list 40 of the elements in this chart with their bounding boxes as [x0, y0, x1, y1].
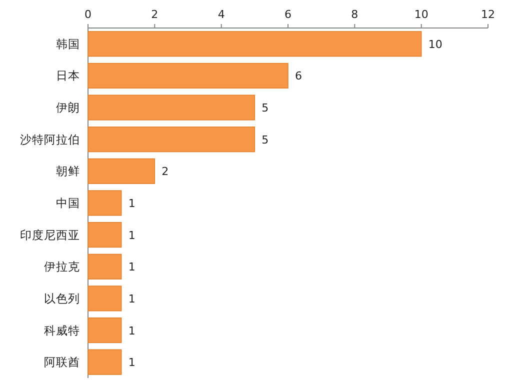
x-tick-label: 6: [284, 8, 292, 21]
bar: [88, 126, 256, 152]
x-tick-label: 2: [151, 8, 158, 21]
x-tick-label: 12: [481, 8, 495, 21]
y-tick-label: 沙特阿拉伯: [20, 132, 80, 146]
data-label: 1: [128, 260, 136, 274]
bar: [88, 286, 122, 312]
x-tick-label: 0: [84, 8, 92, 21]
bar: [88, 190, 122, 216]
data-label: 1: [128, 197, 136, 210]
x-tick-label: 4: [218, 8, 225, 21]
x-tick-label: 8: [351, 8, 358, 21]
bar: [88, 158, 156, 184]
data-label: 1: [128, 228, 136, 242]
y-tick-label: 朝鲜: [56, 164, 80, 178]
data-label: 5: [262, 102, 269, 115]
bar: [88, 62, 288, 89]
data-label: 10: [428, 38, 442, 51]
y-tick-label: 科威特: [44, 323, 80, 338]
bar: [88, 94, 256, 120]
y-tick-label: 韩国: [56, 36, 80, 51]
y-tick-label: 中国: [56, 196, 80, 210]
y-tick-label: 印度尼西亚: [20, 228, 80, 242]
bar: [88, 317, 122, 344]
bar: [88, 349, 122, 375]
y-tick-label: 以色列: [44, 291, 80, 306]
bar: [88, 31, 422, 57]
y-tick-label: 阿联酋: [44, 355, 80, 370]
y-tick-label: 伊拉克: [44, 260, 80, 274]
data-label: 1: [128, 292, 136, 306]
y-tick-label: 伊朗: [56, 100, 80, 115]
data-label: 2: [162, 165, 169, 178]
data-label: 5: [262, 133, 269, 146]
x-tick-label: 10: [414, 8, 428, 21]
data-label: 1: [128, 356, 136, 370]
data-label: 6: [295, 70, 302, 83]
data-label: 1: [128, 324, 136, 338]
bar: [88, 254, 122, 280]
bar: [88, 222, 122, 248]
y-tick-label: 日本: [56, 68, 80, 83]
